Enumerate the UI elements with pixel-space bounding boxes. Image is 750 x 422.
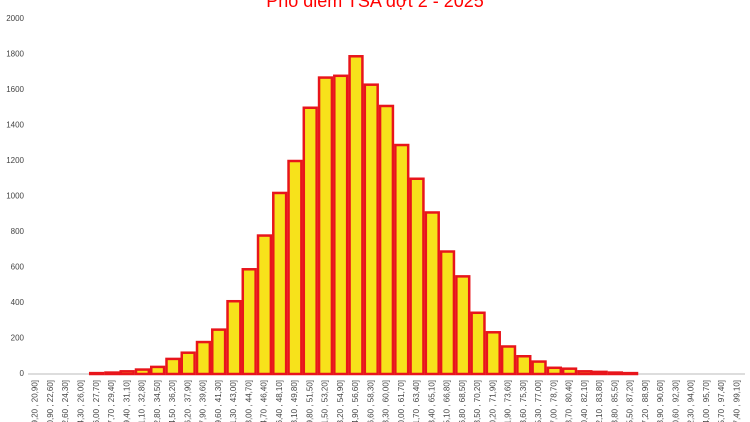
bar (287, 159, 303, 376)
bar (485, 331, 501, 376)
bar (333, 74, 349, 376)
x-tick-label: (29,40 , 31,10] (122, 380, 131, 422)
x-tick-label: (73,60 , 75,30] (519, 380, 528, 422)
x-tick-label: (85,50 , 87,20] (626, 380, 635, 422)
chart-title: Phổ điểm TSA đợt 2 - 2025 (266, 0, 484, 11)
x-tick-label: (19,20 , 20,90] (31, 380, 40, 422)
bar (241, 268, 257, 376)
x-tick-label: (27,70 , 29,40] (107, 380, 116, 422)
x-tick-label: (58,30 , 60,00] (382, 380, 391, 422)
x-tick-label: (92,30 , 94,00] (687, 380, 696, 422)
x-tick-label: (65,10 , 66,80] (443, 380, 452, 422)
x-tick-label: (53,20 , 54,90] (336, 380, 345, 422)
y-tick-label: 1200 (6, 156, 24, 165)
x-tick-label: (63,40 , 65,10] (427, 380, 436, 422)
x-tick-label: (49,80 , 51,50] (305, 380, 314, 422)
x-tick-label: (88,90 , 90,60] (656, 380, 665, 422)
y-tick-label: 600 (11, 263, 25, 272)
y-tick-label: 800 (11, 227, 25, 236)
bar (211, 328, 227, 376)
bar (500, 345, 517, 376)
y-tick-label: 200 (11, 334, 25, 343)
y-tick-label: 400 (11, 298, 25, 307)
x-tick-label: (26,00 , 27,70] (92, 380, 101, 422)
x-tick-label: (71,90 , 73,60] (504, 380, 513, 422)
x-tick-label: (75,30 , 77,00] (534, 380, 543, 422)
bar (378, 104, 395, 376)
bar (134, 368, 151, 376)
x-tick-label: (54,90 , 56,60] (351, 380, 360, 422)
bar (226, 299, 242, 376)
x-tick-label: (90,60 , 92,30] (671, 380, 680, 422)
y-tick-label: 1400 (6, 121, 24, 130)
bar (592, 370, 608, 376)
bar (165, 357, 181, 376)
x-tick-label: (61,70 , 63,40] (412, 380, 421, 422)
x-tick-label: (48,10 , 49,80] (290, 380, 299, 422)
x-tick-label: (44,70 , 46,40] (260, 380, 269, 422)
x-tick-label: (66,80 , 68,50] (458, 380, 467, 422)
x-tick-label: (95,70 , 97,40] (717, 380, 726, 422)
bar (622, 371, 639, 376)
x-tick-label: (60,00 , 61,70] (397, 380, 406, 422)
x-tick-label: (36,20 , 37,90] (183, 380, 192, 422)
y-tick-label: 1000 (6, 192, 24, 201)
x-tick-label: (68,50 , 70,20] (473, 380, 482, 422)
bar (561, 367, 578, 376)
x-tick-label: (83,80 , 85,50] (610, 380, 619, 422)
bar (317, 76, 334, 376)
x-tick-label: (34,50 , 36,20] (168, 380, 177, 422)
x-tick-label: (32,80 , 34,50] (153, 380, 162, 422)
bar (546, 366, 562, 376)
x-tick-label: (56,60 , 58,30] (366, 380, 375, 422)
x-tick-label: (22,60 , 24,30] (61, 380, 70, 422)
bar (409, 177, 425, 376)
x-tick-label: (70,20 , 71,90] (488, 380, 497, 422)
x-tick-label: (94,00 , 95,70] (702, 380, 711, 422)
bar (470, 311, 486, 376)
bar (531, 360, 547, 376)
y-tick-label: 0 (20, 369, 25, 378)
bar (272, 191, 288, 376)
bar (256, 234, 273, 376)
bar (104, 371, 120, 376)
bar (577, 370, 593, 376)
bar (607, 371, 624, 376)
bar (348, 55, 364, 376)
x-tick-label: (20,90 , 22,60] (46, 380, 55, 422)
x-tick-label: (43,00 , 44,70] (244, 380, 253, 422)
bar (455, 275, 471, 376)
x-tick-label: (80,40 , 82,10] (580, 380, 589, 422)
bar (88, 371, 105, 376)
bar (180, 351, 196, 376)
bar (302, 106, 318, 376)
x-tick-label: (77,00 , 78,70] (549, 380, 558, 422)
bar (195, 340, 212, 376)
x-tick-label: (41,30 , 43,00] (229, 380, 238, 422)
x-tick-label: (82,10 , 83,80] (595, 380, 604, 422)
x-tick-label: (31,10 , 32,80] (138, 380, 147, 422)
x-tick-label: (39,60 , 41,30] (214, 380, 223, 422)
x-tick-label: (46,40 , 48,10] (275, 380, 284, 422)
y-tick-label: 1600 (6, 85, 24, 94)
bar (424, 211, 440, 376)
bar (119, 370, 135, 376)
x-tick-label: (24,30 , 26,00] (77, 380, 86, 422)
y-tick-label: 2000 (6, 14, 24, 23)
bar (516, 355, 532, 376)
x-tick-label: (78,70 , 80,40] (565, 380, 574, 422)
bar (439, 250, 456, 376)
bar (149, 365, 166, 376)
x-tick-label: (87,20 , 88,90] (641, 380, 650, 422)
bar (394, 143, 410, 376)
x-tick-label: (51,50 , 53,20] (321, 380, 330, 422)
y-tick-label: 1800 (6, 50, 24, 59)
x-tick-label: (97,40 , 99,10] (732, 380, 741, 422)
x-tick-label: (37,90 , 39,60] (199, 380, 208, 422)
bar (363, 83, 379, 376)
